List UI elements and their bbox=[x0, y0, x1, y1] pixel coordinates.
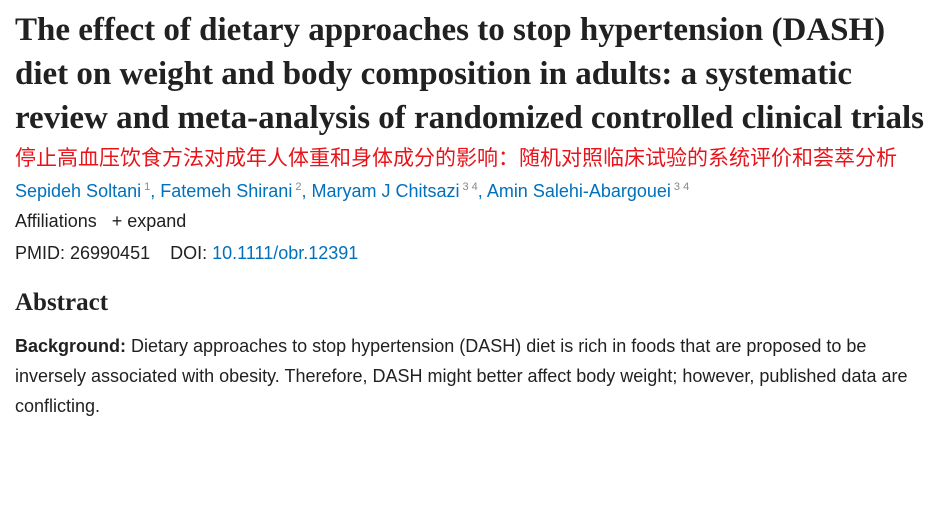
article-header: The effect of dietary approaches to stop… bbox=[15, 12, 936, 421]
author-link[interactable]: Maryam J Chitsazi bbox=[311, 181, 460, 201]
affiliation-ref[interactable]: 1 bbox=[144, 181, 151, 193]
translation-overlay: 停止高血压饮食方法对成年人体重和身体成分的影响：随机对照临床试验的系统评价和荟萃… bbox=[15, 146, 897, 170]
affiliation-ref[interactable]: 3 4 bbox=[673, 181, 690, 193]
background-label: Background: bbox=[15, 336, 127, 356]
identifiers: PMID: 26990451 DOI: 10.1111/obr.12391 bbox=[15, 241, 936, 265]
affiliations-label: Affiliations bbox=[15, 211, 97, 231]
author-link[interactable]: Sepideh Soltani bbox=[15, 181, 142, 201]
expand-button[interactable]: + expand bbox=[111, 211, 187, 231]
affiliation-ref[interactable]: 3 4 bbox=[462, 181, 478, 193]
author-link[interactable]: Fatemeh Shirani bbox=[160, 181, 293, 201]
author-link[interactable]: Amin Salehi-Abargouei bbox=[486, 181, 671, 201]
doi-link[interactable]: 10.1111/obr.12391 bbox=[212, 243, 359, 263]
article-title: The effect of dietary approaches to stop… bbox=[15, 12, 924, 136]
background-text: Dietary approaches to stop hypertension … bbox=[15, 336, 908, 416]
affiliations: Affiliations + expand bbox=[15, 209, 936, 233]
abstract-heading: Abstract bbox=[15, 289, 109, 316]
abstract-background: Background: Dietary approaches to stop h… bbox=[15, 331, 936, 421]
author-list: Sepideh Soltani 1, Fatemeh Shirani 2, Mary… bbox=[15, 181, 690, 201]
affiliation-ref[interactable]: 2 bbox=[295, 181, 302, 193]
doi-label: DOI: bbox=[170, 243, 208, 263]
pmid: PMID: 26990451 bbox=[15, 243, 151, 263]
